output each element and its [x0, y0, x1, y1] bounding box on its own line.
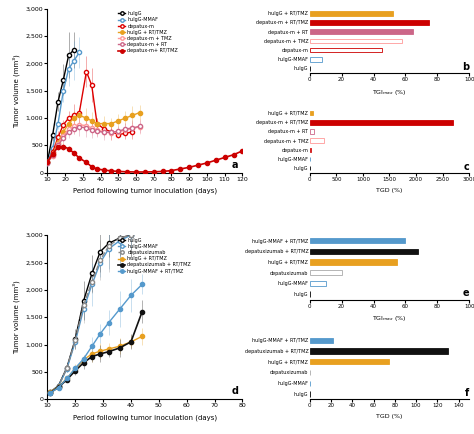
- Bar: [310, 48, 382, 53]
- Bar: [310, 349, 448, 354]
- Text: f: f: [465, 388, 469, 398]
- X-axis label: Period following tumor inoculation (days): Period following tumor inoculation (days…: [73, 414, 217, 421]
- Bar: [310, 359, 390, 365]
- Bar: [310, 11, 392, 16]
- X-axis label: TGD (%): TGD (%): [376, 414, 403, 419]
- Bar: [310, 111, 313, 115]
- Text: d: d: [231, 386, 238, 396]
- Text: a: a: [232, 160, 238, 170]
- Text: b: b: [462, 62, 469, 72]
- X-axis label: TGI$_{max}$ (%): TGI$_{max}$ (%): [372, 314, 407, 323]
- X-axis label: TGI$_{max}$ (%): TGI$_{max}$ (%): [372, 88, 407, 97]
- Bar: [310, 249, 418, 254]
- X-axis label: Period following tumor inoculation (days): Period following tumor inoculation (days…: [73, 187, 217, 194]
- Bar: [310, 338, 333, 343]
- Text: e: e: [463, 288, 469, 298]
- Bar: [310, 238, 405, 243]
- Bar: [310, 281, 326, 286]
- Bar: [310, 30, 413, 34]
- Text: c: c: [464, 161, 469, 171]
- Legend: hulgG, hulgG-MMAF, depatuxizumab, hulgG + RT/TMZ, depatuxizumab + RT/TMZ, hulgG-: hulgG, hulgG-MMAF, depatuxizumab, hulgG …: [118, 237, 191, 274]
- Bar: [310, 39, 402, 43]
- Bar: [310, 20, 429, 25]
- Bar: [310, 129, 314, 134]
- Y-axis label: Tumor volume (mm³): Tumor volume (mm³): [12, 54, 20, 128]
- Y-axis label: Tumor volume (mm³): Tumor volume (mm³): [12, 280, 20, 354]
- Bar: [310, 57, 322, 62]
- Bar: [310, 270, 342, 276]
- Bar: [310, 148, 311, 152]
- X-axis label: TGD (%): TGD (%): [376, 187, 403, 193]
- Bar: [310, 259, 398, 265]
- Bar: [310, 138, 324, 143]
- Bar: [310, 120, 453, 125]
- Legend: hulgG, hulgG-MMAF, depatux-m, hulgG + RT/TMZ, depatux-m + TMZ, depatux-m + RT, d: hulgG, hulgG-MMAF, depatux-m, hulgG + RT…: [118, 11, 178, 53]
